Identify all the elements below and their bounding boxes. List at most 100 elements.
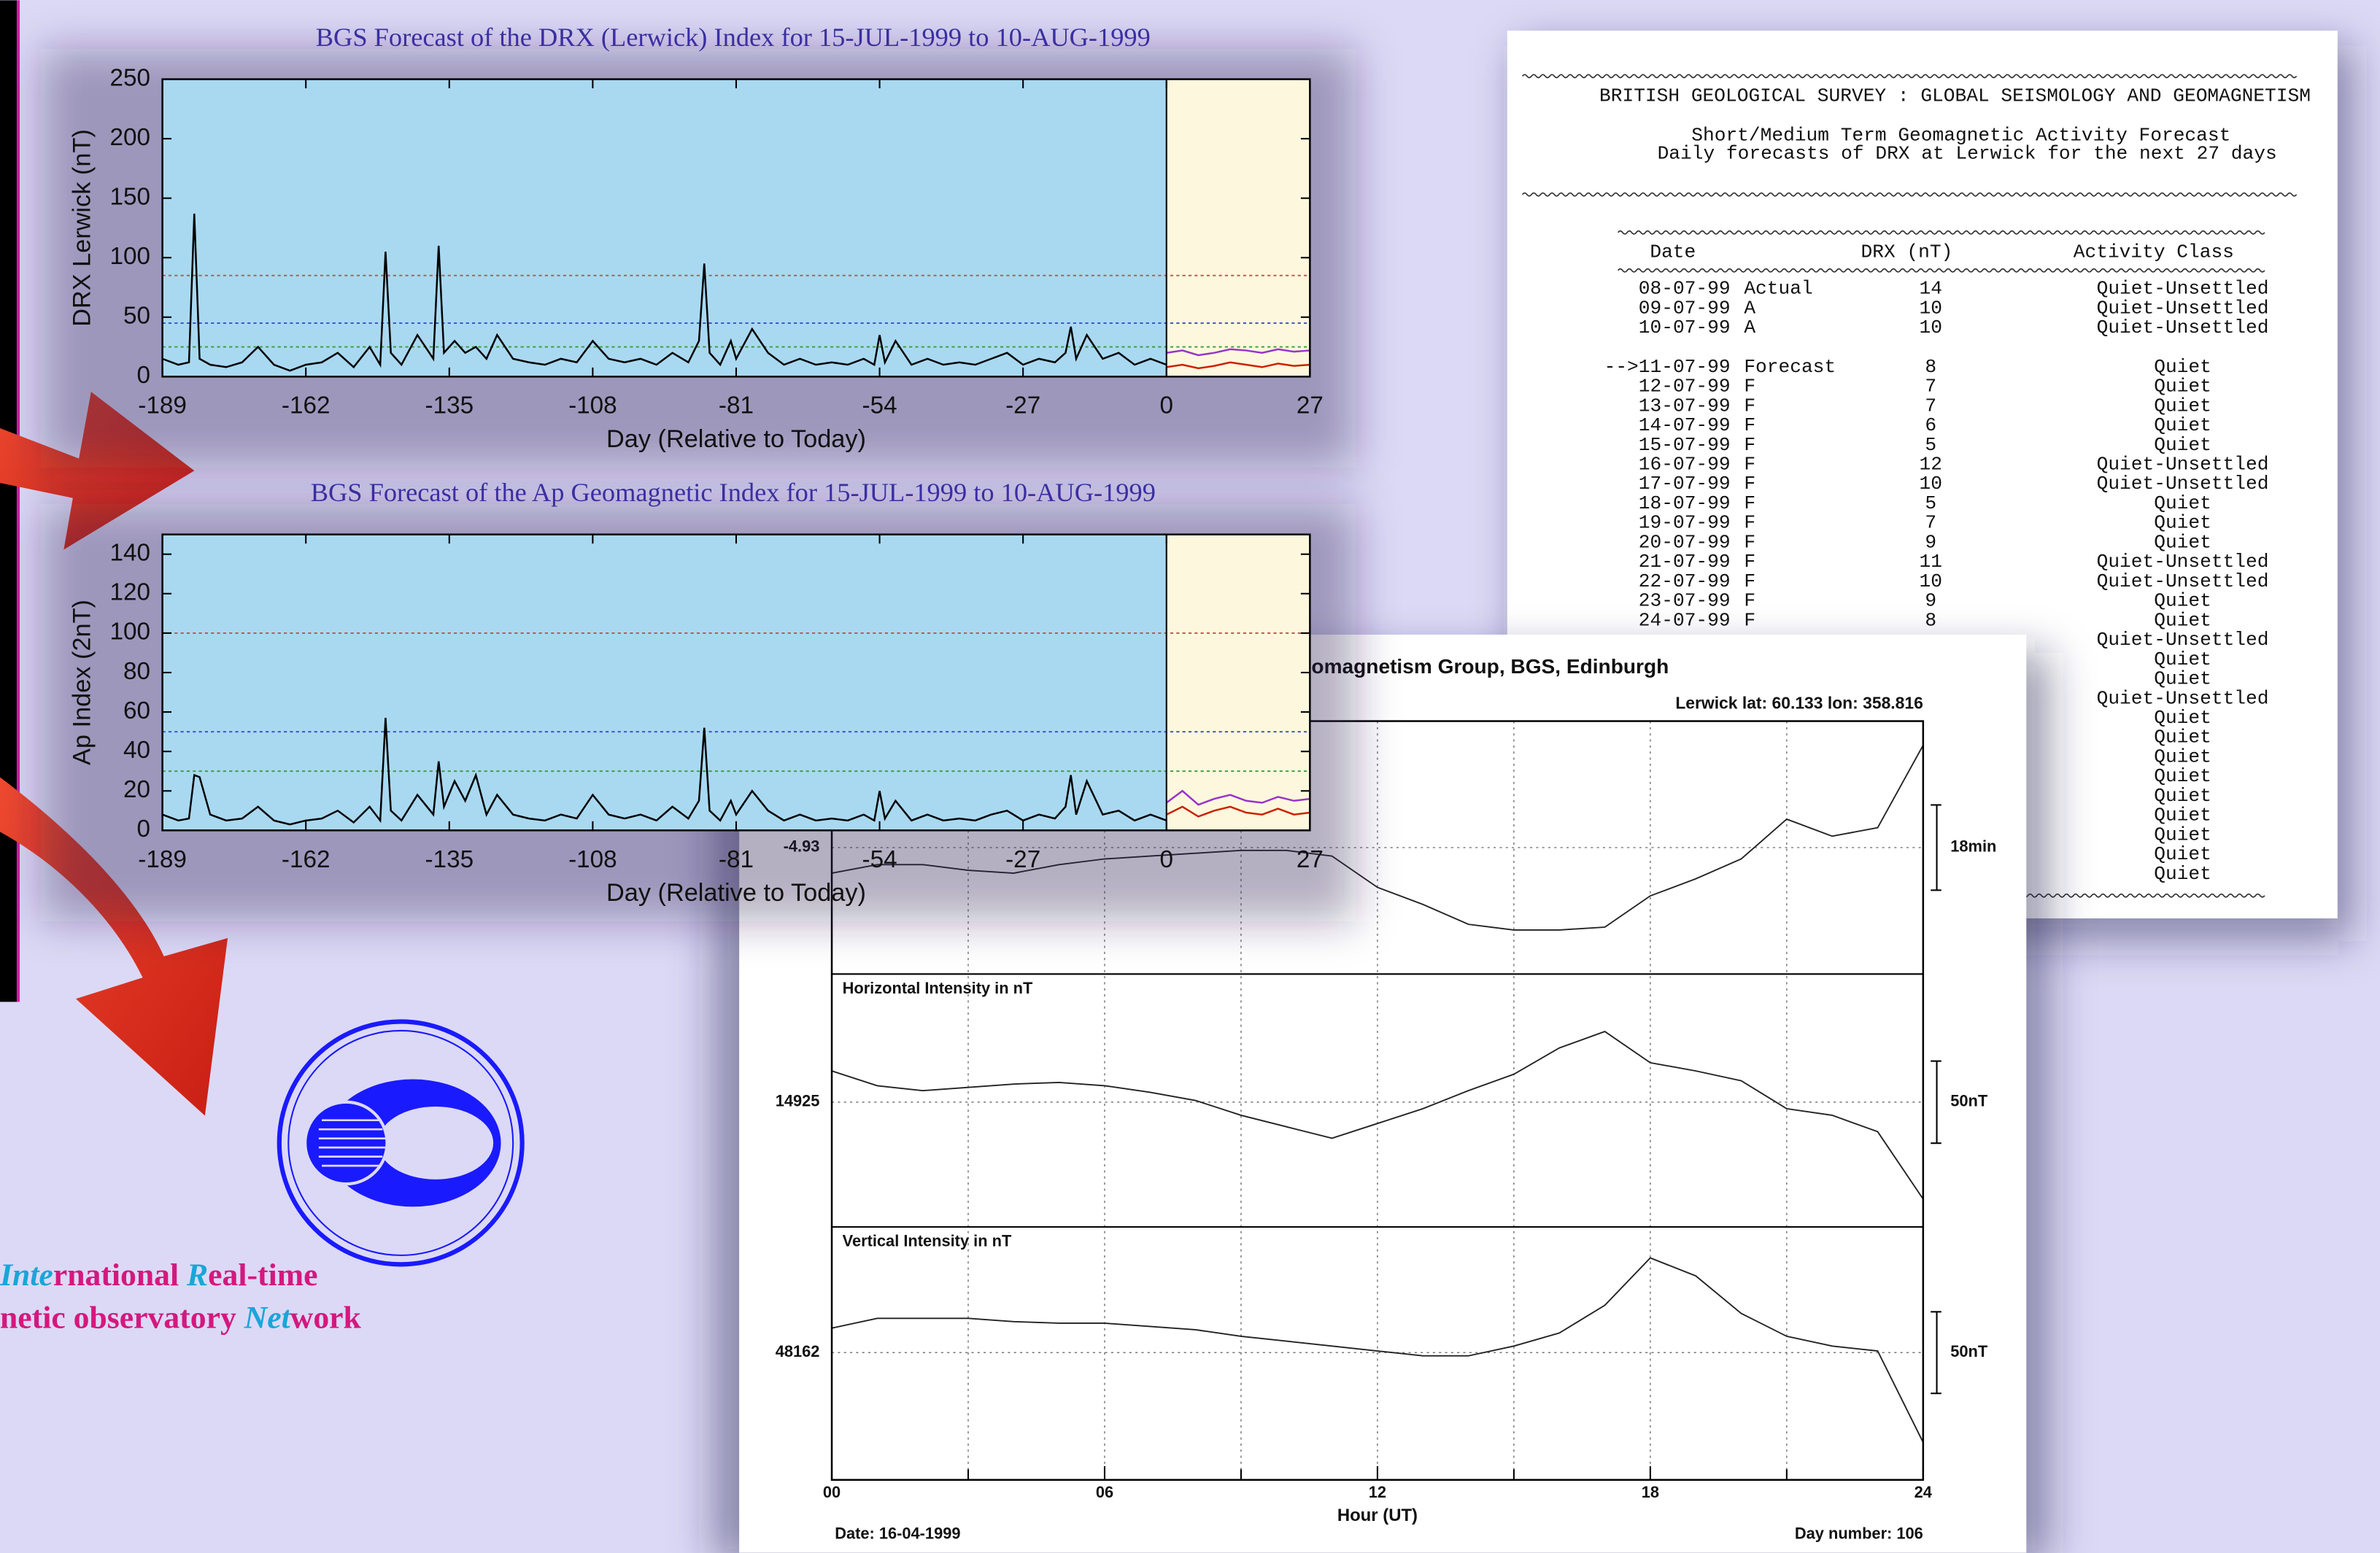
row-date: 23-07-99 — [1639, 590, 1731, 612]
row-flag: F — [1744, 551, 1755, 573]
row-class: Quiet — [2154, 434, 2211, 456]
row-drx: 11 — [1919, 551, 1942, 573]
row-class: Quiet — [2154, 356, 2211, 378]
y-axis-label: DRX Lerwick (nT) — [68, 129, 96, 327]
x-tick-label: 00 — [823, 1483, 841, 1501]
row-drx: 14 — [1919, 278, 1942, 300]
plot-background — [163, 80, 1310, 377]
row-class: Quiet — [2154, 765, 2211, 787]
x-tick-label: -162 — [282, 846, 331, 873]
forecast-region — [1167, 535, 1310, 831]
row-drx: 9 — [1925, 531, 1936, 553]
x-tick-label: 0 — [1159, 846, 1173, 873]
x-tick-label: -27 — [1005, 846, 1040, 873]
y-tick-label: 40 — [123, 737, 150, 764]
row-drx: 9 — [1925, 590, 1936, 612]
y-tick-label: 150 — [109, 183, 150, 210]
x-tick-label: -108 — [568, 392, 617, 419]
logo-word: eal-time — [208, 1258, 317, 1293]
row-drx: 12 — [1919, 453, 1942, 475]
y-tick-label: 140 — [109, 540, 150, 567]
row-drx: 7 — [1925, 512, 1936, 534]
row-class: Quiet — [2154, 492, 2211, 514]
document-title: BRITISH GEOLOGICAL SURVEY : GLOBAL SEISM… — [1599, 85, 2311, 106]
row-flag: A — [1744, 317, 1755, 338]
panel-label: Vertical Intensity in nT — [843, 1232, 1012, 1250]
y-tick-label: 0 — [136, 362, 150, 389]
row-date: 14-07-99 — [1639, 414, 1731, 436]
row-drx: 10 — [1919, 297, 1942, 319]
logo-earth — [305, 1102, 387, 1184]
x-tick-label: -189 — [138, 392, 187, 419]
y-tick-label: 250 — [109, 64, 150, 91]
column-header: Activity Class — [2074, 241, 2234, 263]
logo-text: netic observatory Network — [0, 1300, 362, 1335]
panel-label: Horizontal Intensity in nT — [843, 979, 1033, 997]
x-tick-label: 18 — [1642, 1483, 1659, 1501]
row-class: Quiet-Unsettled — [2097, 317, 2269, 338]
row-date: 12-07-99 — [1639, 376, 1731, 398]
row-class: Quiet — [2154, 376, 2211, 398]
row-flag: A — [1744, 297, 1755, 319]
row-date: 19-07-99 — [1639, 512, 1731, 534]
station-info: Lerwick lat: 60.133 lon: 358.816 — [1675, 694, 1923, 713]
chart-title: BGS Forecast of the DRX (Lerwick) Index … — [316, 23, 1151, 52]
x-tick-label: 0 — [1159, 392, 1173, 419]
y-tick-label: 200 — [109, 124, 150, 151]
chart-title: BGS Forecast of the Ap Geomagnetic Index… — [311, 478, 1156, 507]
row-class: Quiet-Unsettled — [2097, 551, 2269, 573]
row-date: 17-07-99 — [1639, 473, 1731, 495]
y-tick-label: 0 — [136, 816, 150, 843]
y-tick-label: 120 — [109, 579, 150, 606]
x-tick-label: -189 — [138, 846, 187, 873]
row-class: Quiet — [2154, 609, 2211, 631]
row-drx: 7 — [1925, 376, 1936, 398]
row-class: Quiet — [2154, 745, 2211, 767]
x-tick-label: 27 — [1297, 392, 1324, 419]
row-class: Quiet-Unsettled — [2097, 473, 2269, 495]
row-flag: F — [1744, 473, 1755, 495]
row-class: Quiet — [2154, 863, 2211, 885]
logo-field — [378, 1107, 493, 1180]
row-class: Quiet — [2154, 707, 2211, 729]
row-date: 22-07-99 — [1639, 570, 1731, 592]
row-class: Quiet-Unsettled — [2097, 278, 2269, 300]
column-header: Date — [1650, 241, 1696, 263]
y-tick-label: 100 — [109, 619, 150, 646]
row-class: Quiet — [2154, 590, 2211, 612]
row-class: Quiet — [2154, 785, 2211, 807]
row-flag: F — [1744, 434, 1755, 456]
day-number: Day number: 106 — [1795, 1524, 1923, 1542]
y-tick-label: 20 — [123, 776, 150, 803]
row-drx: 5 — [1925, 434, 1936, 456]
row-class: Quiet-Unsettled — [2097, 687, 2269, 709]
x-tick-label: -81 — [719, 392, 754, 419]
row-flag: F — [1744, 590, 1755, 612]
x-tick-label: -54 — [862, 846, 897, 873]
y-tick-label: 14925 — [776, 1092, 820, 1110]
side-bar — [0, 0, 18, 1002]
row-flag: F — [1744, 376, 1755, 398]
row-date: 16-07-99 — [1639, 453, 1731, 475]
collage: International Real-time netic observator… — [0, 0, 2380, 1553]
y-tick-label: 100 — [109, 243, 150, 270]
row-date: 15-07-99 — [1639, 434, 1731, 456]
column-header: DRX (nT) — [1861, 241, 1953, 263]
row-class: Quiet — [2154, 843, 2211, 865]
row-date: 08-07-99 — [1639, 278, 1731, 300]
x-tick-label: 12 — [1369, 1483, 1386, 1501]
row-flag: Actual — [1744, 278, 1812, 300]
row-drx: 7 — [1925, 395, 1936, 417]
document-title: Daily forecasts of DRX at Lerwick for th… — [1658, 142, 2277, 164]
row-drx: 10 — [1919, 473, 1942, 495]
logo-word: rnational — [53, 1258, 187, 1293]
x-tick-label: -162 — [282, 392, 331, 419]
logo-text: International Real-time — [0, 1258, 318, 1293]
x-tick-label: -81 — [719, 846, 754, 873]
y-axis-label: Ap Index (2nT) — [68, 600, 96, 765]
row-date: 20-07-99 — [1639, 531, 1731, 553]
row-class: Quiet — [2154, 805, 2211, 826]
scale-bar-label: 50nT — [1950, 1092, 1988, 1110]
row-class: Quiet — [2154, 395, 2211, 417]
x-tick-label: -54 — [862, 392, 897, 419]
